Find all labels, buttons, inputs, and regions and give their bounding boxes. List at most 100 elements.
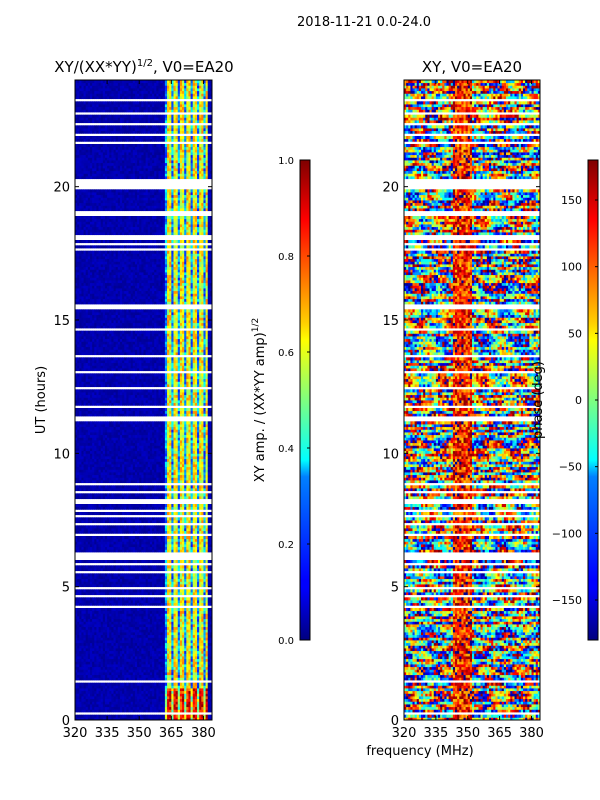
left-heatmap-cell (169, 544, 172, 548)
left-heatmap-cell (107, 669, 110, 673)
left-heatmap-cell (203, 653, 206, 657)
left-heatmap-cell (81, 674, 84, 678)
left-heatmap-cell (190, 520, 194, 524)
left-heatmap-cell (134, 613, 138, 617)
left-heatmap-cell (152, 613, 155, 617)
left-heatmap-cell (160, 664, 164, 668)
left-heatmap-cell (209, 698, 212, 702)
left-heatmap-cell (109, 621, 112, 625)
left-heatmap-cell (184, 701, 187, 705)
left-heatmap-cell (124, 546, 127, 550)
left-heatmap-cell (119, 690, 123, 694)
left-heatmap-cell (119, 536, 123, 540)
left-heatmap-cell (209, 608, 212, 612)
left-heatmap-cell (87, 584, 91, 588)
left-heatmap-cell (209, 546, 212, 550)
left-heatmap-cell (139, 597, 142, 601)
left-heatmap-cell (128, 504, 132, 508)
left-heatmap-cell (130, 549, 134, 553)
left-heatmap-cell (98, 466, 102, 470)
left-heatmap-cell (98, 546, 102, 550)
left-heatmap-cell (137, 581, 140, 585)
left-heatmap-cell (145, 688, 149, 692)
left-heatmap-cell (115, 488, 119, 492)
left-heatmap-cell (194, 616, 198, 620)
left-heatmap-cell (156, 477, 159, 481)
left-heatmap-cell (92, 608, 95, 612)
left-heatmap-cell (156, 536, 159, 540)
left-heatmap-cell (186, 634, 189, 638)
left-heatmap-cell (100, 578, 104, 582)
left-heatmap-cell (115, 546, 119, 550)
left-heatmap-cell (167, 506, 170, 510)
left-heatmap-cell (143, 565, 147, 569)
left-heatmap-cell (160, 656, 164, 660)
left-heatmap-cell (179, 696, 183, 700)
left-heatmap-cell (137, 704, 140, 708)
left-heatmap-cell (132, 632, 136, 636)
left-heatmap-cell (115, 469, 119, 473)
left-heatmap-cell (199, 530, 202, 534)
left-heatmap-cell (207, 581, 211, 585)
left-heatmap-cell (134, 714, 138, 718)
left-heatmap-cell (102, 474, 106, 478)
left-heatmap-cell (130, 661, 134, 665)
left-heatmap-cell (137, 637, 140, 641)
left-heatmap-cell (147, 602, 151, 606)
left-heatmap-cell (177, 480, 181, 484)
left-heatmap-cell (169, 485, 172, 489)
left-heatmap-cell (177, 682, 181, 686)
left-heatmap-cell (77, 704, 80, 708)
left-heatmap-cell (113, 584, 117, 588)
left-heatmap-cell (160, 602, 164, 606)
left-heatmap-cell (89, 608, 93, 612)
left-heatmap-cell (132, 536, 136, 540)
left-heatmap-cell (160, 592, 164, 596)
left-heatmap-cell (139, 530, 142, 534)
left-heatmap-cell (109, 472, 112, 476)
left-heatmap-cell (122, 632, 125, 636)
left-heatmap-cell (130, 517, 134, 521)
left-heatmap-cell (111, 704, 114, 708)
left-heatmap-cell (203, 645, 206, 649)
left-heatmap-cell (117, 544, 121, 548)
left-heatmap-cell (94, 546, 97, 550)
left-heatmap-cell (141, 640, 144, 644)
left-heatmap-cell (119, 517, 123, 521)
left-heatmap-cell (173, 565, 177, 569)
left-heatmap-cell (119, 693, 123, 697)
left-heatmap-cell (132, 674, 136, 678)
left-heatmap-cell (107, 661, 110, 665)
left-heatmap-cell (128, 717, 132, 720)
left-heatmap-cell (87, 530, 91, 534)
left-heatmap-cell (126, 560, 129, 564)
left-heatmap-cell (117, 658, 121, 662)
left-heatmap-cell (162, 653, 166, 657)
left-heatmap-cell (122, 528, 125, 532)
left-heatmap-cell (156, 528, 159, 532)
left-heatmap-cell (162, 685, 166, 689)
left-heatmap-cell (173, 645, 177, 649)
left-heatmap-cell (194, 624, 198, 628)
left-heatmap-cell (182, 565, 185, 569)
left-heatmap-cell (182, 682, 185, 686)
left-heatmap-cell (75, 690, 78, 694)
left-heatmap-cell (94, 472, 97, 476)
left-heatmap-cell (164, 693, 168, 697)
left-heatmap-cell (188, 496, 191, 500)
left-heatmap-cell (162, 637, 166, 641)
left-heatmap-cell (177, 674, 181, 678)
left-heatmap-cell (109, 650, 112, 654)
left-heatmap-cell (207, 600, 211, 604)
left-heatmap-cell (137, 538, 140, 542)
left-heatmap-cell (201, 634, 204, 638)
left-heatmap-cell (179, 592, 183, 596)
left-heatmap-cell (92, 669, 95, 673)
left-heatmap-cell (75, 517, 78, 521)
left-heatmap-cell (205, 530, 209, 534)
left-heatmap-cell (160, 616, 164, 620)
left-heatmap-cell (201, 618, 204, 622)
left-heatmap-cell (171, 616, 174, 620)
left-heatmap-cell (158, 538, 162, 542)
left-heatmap-cell (124, 701, 127, 705)
